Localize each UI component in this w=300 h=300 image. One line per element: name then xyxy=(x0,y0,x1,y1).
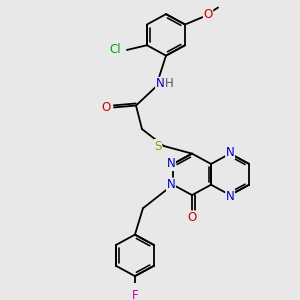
Text: O: O xyxy=(101,101,111,114)
Text: H: H xyxy=(165,77,173,90)
Text: Cl: Cl xyxy=(109,44,121,56)
Text: N: N xyxy=(167,158,175,170)
Text: N: N xyxy=(226,190,235,202)
Text: N: N xyxy=(156,77,164,90)
Text: S: S xyxy=(154,140,162,153)
Text: F: F xyxy=(132,290,138,300)
Text: O: O xyxy=(188,211,196,224)
Text: O: O xyxy=(203,8,213,21)
Text: N: N xyxy=(226,146,235,159)
Text: N: N xyxy=(167,178,175,191)
